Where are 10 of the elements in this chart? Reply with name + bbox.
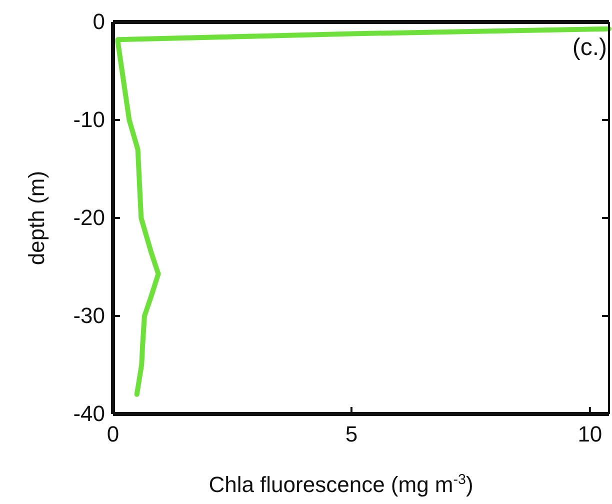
y-tick-label: -30 [73, 303, 105, 328]
y-tick-label: -40 [73, 401, 105, 426]
annotation: (c.) [572, 34, 607, 61]
y-tick-label: -10 [73, 107, 105, 132]
y-axis-title: depth (m) [24, 170, 49, 266]
x-axis-title: Chla fluorescence (mg m$^{-3}$) [208, 472, 474, 497]
x-tick-label: 5 [345, 422, 358, 447]
y-tick-label: -20 [73, 205, 105, 230]
x-tick-label: 10 [578, 422, 602, 447]
y-tick-label: 0 [92, 9, 105, 34]
